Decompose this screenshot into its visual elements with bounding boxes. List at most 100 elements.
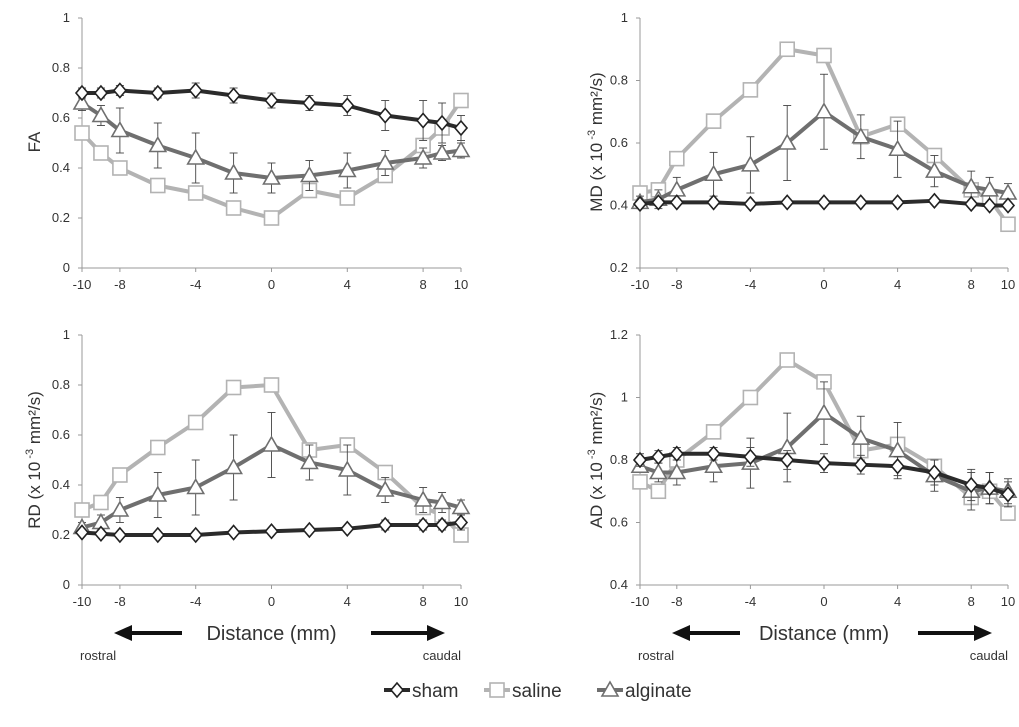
data-point [741, 155, 760, 172]
data-point [188, 82, 203, 99]
data-point [112, 160, 128, 176]
data-point [453, 119, 469, 137]
x-tick-label: 10 [454, 594, 468, 609]
data-point [302, 521, 317, 539]
y-tick-label: 0.6 [610, 515, 628, 530]
legend-marker-icon [489, 682, 505, 698]
x-tick-label: 4 [894, 594, 901, 609]
data-point [110, 120, 130, 138]
data-point [669, 194, 684, 211]
data-point [632, 451, 648, 469]
data-point [225, 379, 242, 396]
legend-marker-icon [389, 681, 405, 699]
data-point [669, 445, 684, 462]
data-point [651, 448, 666, 466]
data-point [706, 194, 721, 211]
x-tick-label: 0 [268, 594, 275, 609]
data-point [148, 485, 168, 502]
data-point [112, 82, 127, 99]
data-point [340, 520, 355, 537]
data-point [451, 497, 471, 515]
data-point [649, 462, 668, 480]
x-tick-label: 8 [968, 594, 975, 609]
series-alginate [72, 412, 471, 535]
y-tick-label: 1 [621, 390, 628, 405]
data-point [742, 389, 759, 406]
y-axis-label: FA [25, 131, 44, 152]
x-tick-label: 4 [344, 594, 351, 609]
x-tick-label: 10 [1001, 594, 1015, 609]
data-point [434, 114, 450, 132]
y-tick-label: 0.4 [52, 160, 70, 175]
data-point [814, 403, 834, 420]
data-point [927, 464, 942, 481]
y-axis-label: AD (x 10 -3 mm²/s) [586, 392, 606, 529]
y-tick-label: 0.6 [52, 110, 70, 125]
data-point [888, 139, 907, 157]
y-tick-label: 0.6 [52, 427, 70, 442]
data-point [777, 133, 797, 150]
data-point [632, 474, 648, 490]
data-point [262, 435, 281, 452]
data-point [814, 102, 834, 119]
y-tick-label: 0.8 [52, 377, 70, 392]
y-tick-label: 0 [63, 577, 70, 592]
data-point [187, 414, 204, 431]
data-point [451, 140, 471, 158]
y-axis-label-unit: mm²/s) [587, 392, 606, 450]
x-tick-label: 0 [268, 277, 275, 292]
data-point [816, 454, 832, 472]
data-point [453, 92, 469, 109]
data-point [226, 87, 241, 104]
data-point [375, 153, 395, 170]
data-point [186, 477, 206, 495]
data-point [264, 523, 279, 540]
x-tick-label: -8 [114, 594, 126, 609]
series-sham [74, 514, 469, 544]
y-tick-label: 0.2 [610, 260, 628, 275]
legend-label: alginate [625, 681, 692, 702]
y-tick-label: 1.2 [610, 327, 628, 342]
x-tick-label: 4 [344, 277, 351, 292]
data-point [851, 428, 871, 445]
x-tick-label: -8 [671, 277, 683, 292]
data-point [743, 448, 758, 466]
data-point [982, 197, 997, 214]
legend: sham saline alginate [384, 680, 692, 702]
x-tick-label: -8 [671, 594, 683, 609]
rostral-label: rostral [80, 648, 116, 663]
series-sham [74, 82, 469, 144]
data-point [651, 194, 666, 211]
data-point [650, 483, 667, 500]
data-point [416, 516, 431, 534]
data-point [72, 93, 92, 110]
data-point [150, 177, 166, 194]
y-tick-label: 0 [63, 260, 70, 275]
y-axis-label-sup: -3 [586, 130, 598, 143]
legend-item-sham: sham [384, 681, 458, 702]
x-tick-label: 8 [419, 594, 426, 609]
x-tick-label: -4 [745, 594, 757, 609]
data-point [93, 84, 109, 102]
data-point [964, 195, 979, 213]
rostral-label: rostral [638, 648, 674, 663]
data-point [668, 150, 685, 167]
left-arrowhead-icon [672, 625, 690, 641]
y-tick-label: 0.4 [52, 477, 70, 492]
series-sham [632, 445, 1016, 508]
data-point [263, 377, 280, 393]
data-point [927, 192, 942, 210]
data-point [667, 462, 687, 480]
data-point [432, 492, 452, 510]
distance-label: Distance (mm) [206, 623, 336, 645]
data-point [339, 190, 356, 206]
y-tick-label: 0.2 [52, 210, 70, 225]
x-tick-label: 10 [1001, 277, 1015, 292]
x-tick-label: -10 [73, 277, 92, 292]
y-tick-label: 1 [621, 10, 628, 25]
data-point [961, 177, 981, 194]
legend-marker-icon [600, 680, 620, 697]
data-point [964, 476, 979, 494]
right-arrowhead-icon [974, 625, 992, 641]
